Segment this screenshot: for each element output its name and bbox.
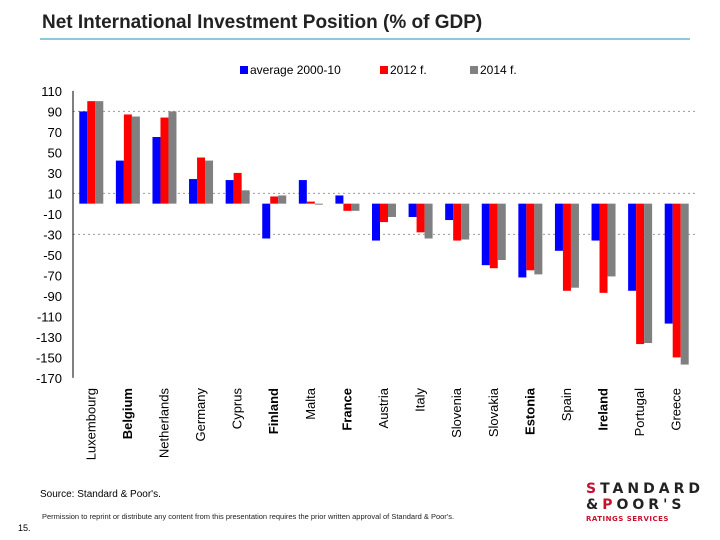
bar-chart: 110 90 70 50 30 10 -10 -30 -50 -70 -90 -110 -130 -150… (36, 63, 695, 460)
page-title: Net International Investment Position (%… (42, 12, 483, 33)
bar-belgium-2 (131, 116, 140, 204)
bar-belgium-0 (115, 160, 124, 204)
bar-slovakia-1 (489, 203, 498, 269)
bar-italy-0 (408, 203, 417, 217)
x-tick-label: Ireland (596, 388, 611, 431)
bar-estonia-1 (526, 203, 535, 271)
bar-finland-2 (278, 195, 287, 204)
source-note: Source: Standard & Poor's. (40, 489, 161, 500)
x-tick-label: Finland (266, 388, 281, 434)
bar-portugal-2 (644, 203, 653, 344)
bar-netherlands-0 (152, 137, 161, 204)
bar-italy-2 (424, 203, 433, 239)
y-tick-label: -130 (36, 330, 62, 345)
x-tick-label: Portugal (632, 388, 647, 437)
bar-ireland-0 (591, 203, 600, 241)
bar-cyprus-2 (241, 190, 250, 204)
x-tick-label: Malta (303, 387, 318, 420)
bar-germany-0 (189, 179, 198, 204)
y-tick-label: -30 (43, 227, 62, 242)
x-tick-label: Greece (669, 388, 684, 431)
x-tick-label: Spain (559, 388, 574, 421)
legend-swatch (240, 66, 248, 74)
y-tick-label: 70 (48, 125, 62, 140)
bar-ireland-2 (607, 203, 616, 277)
bar-slovenia-2 (461, 203, 470, 240)
y-tick-label: -90 (43, 289, 62, 304)
y-tick-label: -10 (43, 207, 62, 222)
bar-luxembourg-0 (79, 111, 88, 204)
bar-malta-1 (306, 201, 315, 204)
y-tick-label: 50 (48, 145, 62, 160)
bar-france-1 (343, 203, 352, 211)
page-number: 15. (18, 523, 31, 533)
bar-finland-1 (270, 196, 279, 204)
bar-france-0 (335, 195, 344, 204)
x-tick-label: Belgium (120, 388, 135, 439)
bar-ireland-1 (599, 203, 608, 293)
bar-cyprus-1 (233, 172, 242, 204)
x-tick-label: Germany (193, 388, 208, 442)
bar-france-2 (351, 203, 360, 211)
y-tick-label: 110 (41, 84, 62, 99)
y-tick-label: 30 (48, 166, 62, 181)
bar-malta-2 (314, 203, 323, 205)
bar-netherlands-2 (168, 111, 177, 204)
x-tick-label: Netherlands (156, 388, 171, 459)
legend-swatch (470, 66, 478, 74)
bar-portugal-0 (628, 203, 637, 291)
bar-austria-1 (380, 203, 388, 223)
x-tick-label: Slovakia (486, 387, 501, 437)
title-divider (40, 38, 690, 40)
bar-slovenia-0 (445, 203, 454, 221)
y-tick-label: 10 (48, 186, 62, 201)
bar-luxembourg-2 (95, 101, 104, 204)
x-tick-label: Italy (413, 388, 428, 412)
sp-logo: STANDARD &POOR'S RATINGS SERVICES (586, 481, 704, 523)
permission-note: Permission to reprint or distribute any … (42, 512, 455, 521)
y-tick-label: -170 (36, 371, 62, 386)
x-tick-label: Estonia (522, 387, 537, 435)
x-tick-label: Cyprus (230, 388, 245, 430)
bar-austria-2 (388, 203, 396, 217)
bar-estonia-0 (518, 203, 527, 278)
bar-belgium-1 (123, 114, 132, 204)
y-tick-label: -110 (37, 309, 62, 324)
bar-greece-0 (664, 203, 673, 324)
bar-germany-2 (205, 160, 214, 204)
bar-cyprus-0 (225, 180, 234, 204)
bar-portugal-1 (636, 203, 645, 345)
y-tick-label: -150 (36, 350, 62, 365)
bar-malta-0 (298, 180, 307, 204)
x-tick-label: France (339, 388, 354, 431)
bar-finland-0 (262, 203, 271, 239)
y-tick-label: -50 (43, 248, 62, 263)
bar-slovakia-0 (481, 203, 490, 266)
bar-greece-1 (672, 203, 681, 358)
y-tick-label: 90 (48, 104, 62, 119)
bar-luxembourg-1 (87, 101, 96, 204)
legend-label: average 2000-10 (250, 63, 341, 77)
x-tick-label: Slovenia (449, 387, 464, 438)
bar-estonia-2 (534, 203, 543, 275)
bar-italy-1 (416, 203, 425, 233)
bar-slovakia-2 (497, 203, 506, 261)
legend-label: 2012 f. (390, 63, 427, 77)
legend-swatch (380, 66, 388, 74)
bar-austria-0 (372, 203, 380, 241)
bar-netherlands-1 (160, 117, 169, 204)
bar-slovenia-1 (453, 203, 462, 241)
x-tick-label: Austria (376, 387, 391, 428)
x-tick-label: Luxembourg (83, 388, 98, 460)
bar-spain-0 (554, 203, 563, 251)
bar-germany-1 (197, 157, 206, 204)
legend-label: 2014 f. (480, 63, 517, 77)
bar-greece-2 (680, 203, 689, 365)
bar-spain-2 (570, 203, 579, 288)
y-tick-label: -70 (43, 268, 62, 283)
bar-spain-1 (562, 203, 571, 291)
